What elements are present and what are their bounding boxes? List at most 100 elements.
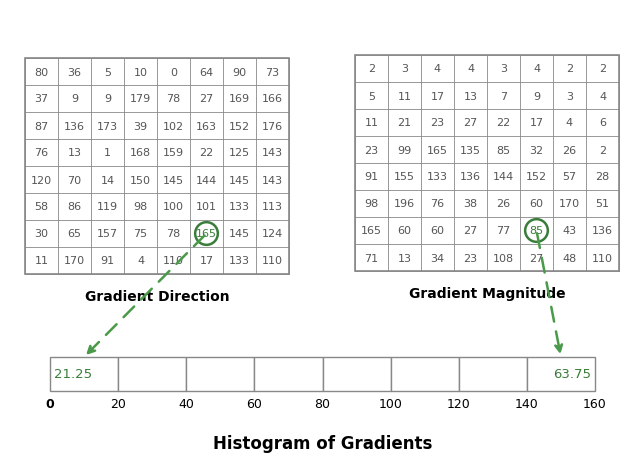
Text: 22: 22 [497,118,511,128]
Text: 78: 78 [166,94,180,104]
Text: 60: 60 [246,397,262,410]
Text: 4: 4 [137,256,144,266]
Text: 23: 23 [431,118,444,128]
Text: 77: 77 [497,226,511,236]
Text: 6: 6 [599,118,606,128]
Text: 78: 78 [166,229,180,239]
Text: 17: 17 [199,256,213,266]
Text: 143: 143 [262,175,283,185]
Text: 163: 163 [196,121,217,131]
Text: 3: 3 [566,91,573,101]
Text: 0: 0 [170,67,177,77]
Text: Gradient Magnitude: Gradient Magnitude [409,286,565,300]
Text: 1: 1 [104,148,111,158]
Bar [118,357,186,391]
Text: 169: 169 [229,94,250,104]
Text: 21.25: 21.25 [54,368,92,381]
Bar [50,357,118,391]
Text: 13: 13 [67,148,81,158]
Text: 11: 11 [34,256,48,266]
Text: 14: 14 [100,175,114,185]
Text: 80: 80 [314,397,330,410]
Text: 145: 145 [229,175,250,185]
Text: 4: 4 [599,91,606,101]
Text: 120: 120 [447,397,471,410]
Text: 136: 136 [592,226,613,236]
Text: Gradient Direction: Gradient Direction [84,289,229,303]
Text: 144: 144 [196,175,217,185]
Text: 119: 119 [97,202,118,212]
Text: 110: 110 [592,253,613,263]
Text: 85: 85 [497,145,511,155]
Text: 91: 91 [100,256,114,266]
Text: 133: 133 [229,256,250,266]
Text: 37: 37 [34,94,48,104]
Text: 196: 196 [394,199,415,209]
Text: 5: 5 [368,91,375,101]
Text: 98: 98 [133,202,147,212]
Bar [391,357,458,391]
Text: 21: 21 [398,118,411,128]
Text: 26: 26 [497,199,511,209]
Text: 28: 28 [596,172,610,182]
Text: 32: 32 [530,145,544,155]
Text: 100: 100 [378,397,403,410]
Text: 2: 2 [599,145,606,155]
Text: 27: 27 [464,226,478,236]
Text: 23: 23 [364,145,378,155]
Text: 71: 71 [364,253,378,263]
Text: 108: 108 [493,253,514,263]
Bar [355,56,619,271]
Text: 135: 135 [460,145,481,155]
Text: 9: 9 [71,94,78,104]
Text: 58: 58 [34,202,48,212]
Text: 43: 43 [563,226,577,236]
Text: 155: 155 [394,172,415,182]
Text: 13: 13 [464,91,478,101]
Text: 152: 152 [526,172,547,182]
Text: 23: 23 [464,253,478,263]
Text: 22: 22 [199,148,213,158]
Text: 4: 4 [566,118,573,128]
Text: 7: 7 [500,91,507,101]
Text: 179: 179 [130,94,151,104]
Text: 90: 90 [232,67,246,77]
Text: 145: 145 [163,175,184,185]
Text: 5: 5 [104,67,111,77]
Text: 80: 80 [34,67,48,77]
Bar [25,59,289,274]
Text: 87: 87 [34,121,49,131]
Text: 165: 165 [361,226,382,236]
Text: 125: 125 [229,148,250,158]
Bar [527,357,595,391]
Text: 3: 3 [401,64,408,74]
Text: 60: 60 [530,199,544,209]
Text: 70: 70 [67,175,81,185]
Text: 63.75: 63.75 [553,368,591,381]
Text: 60: 60 [431,226,444,236]
Text: 140: 140 [515,397,538,410]
Text: 39: 39 [133,121,147,131]
Text: 113: 113 [262,202,283,212]
Text: 144: 144 [493,172,514,182]
Text: 0: 0 [46,397,55,410]
Text: 27: 27 [530,253,544,263]
Text: 98: 98 [364,199,378,209]
Text: 4: 4 [434,64,441,74]
Text: 124: 124 [262,229,283,239]
Text: 76: 76 [431,199,444,209]
Bar [255,357,323,391]
Bar [323,357,391,391]
Text: 38: 38 [464,199,478,209]
Text: 176: 176 [262,121,283,131]
Text: 143: 143 [262,148,283,158]
Text: 26: 26 [563,145,577,155]
Text: 166: 166 [262,94,283,104]
Text: 9: 9 [533,91,540,101]
Text: 170: 170 [64,256,85,266]
Text: 101: 101 [196,202,217,212]
Text: 11: 11 [364,118,378,128]
Text: 145: 145 [229,229,250,239]
Text: 100: 100 [163,202,184,212]
Text: 60: 60 [398,226,411,236]
